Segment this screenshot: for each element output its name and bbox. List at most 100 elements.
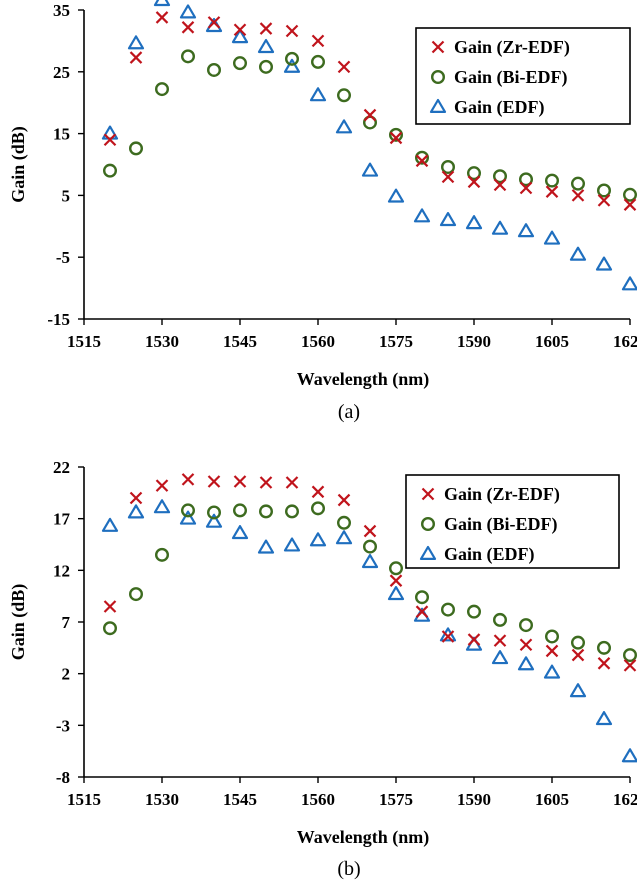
x-tick-label: 1620 [613,332,637,351]
data-point [127,504,145,519]
data-point [363,108,377,122]
data-point [415,154,429,168]
data-point [285,504,300,519]
series-triangle [101,499,637,763]
data-point [569,683,587,698]
data-point [337,515,352,530]
y-tick-label: 25 [53,63,70,82]
data-point [283,537,301,552]
data-point [545,173,560,188]
data-point [519,638,533,652]
data-point [181,21,195,34]
data-point [283,58,301,73]
data-point [231,525,249,540]
data-point [102,621,117,636]
data-point [569,246,587,261]
data-point [363,539,378,554]
legend-marker [431,40,445,54]
x-tick-label: 1605 [535,790,569,809]
data-point [389,574,403,587]
y-tick-label: 2 [62,665,71,684]
data-point [623,187,637,202]
data-point [309,532,327,547]
data-point [413,208,431,223]
data-point [597,657,611,670]
data-point [387,188,405,203]
data-point [543,664,561,679]
data-point [257,539,275,554]
data-point [337,493,351,507]
series-x [103,473,637,672]
data-point [467,633,481,646]
data-point [519,618,534,633]
data-point [155,11,169,24]
data-point [387,585,405,601]
x-tick-label: 1545 [223,790,257,809]
x-tick-label: 1605 [535,332,569,351]
data-point [129,491,143,505]
data-point [467,604,482,619]
series-circle [102,501,637,663]
data-point [363,524,377,538]
y-tick-label: 15 [53,125,70,144]
data-point [493,178,507,192]
y-axis-label: Gain (dB) [8,126,29,203]
data-point [389,131,403,145]
data-point [259,476,273,489]
data-point [311,501,326,516]
data-point [311,485,325,499]
data-point [154,82,169,97]
x-axis-label: Wavelength (nm) [297,827,430,848]
data-point [309,87,327,102]
data-point [519,181,533,195]
data-point [571,635,586,650]
data-point [335,530,353,545]
data-point [259,59,274,74]
data-point [180,503,195,518]
data-point [179,510,197,525]
data-point [128,587,143,602]
data-point [545,644,559,658]
x-tick-label: 1620 [613,790,637,809]
data-point [233,23,247,37]
data-point [363,115,378,130]
data-point [545,629,560,644]
legend-entry: Gain (Bi-EDF) [454,67,568,88]
data-point [441,630,455,643]
y-tick-label: -8 [56,768,70,787]
data-point [285,24,299,38]
y-tick-label: -3 [56,716,70,735]
data-point [153,499,171,514]
y-tick-label: 5 [62,186,71,205]
data-point [361,162,379,177]
data-point [128,141,143,156]
data-point [439,212,457,227]
data-point [337,60,351,74]
panel-a-caption: (a) [338,401,360,423]
legend-entry: Gain (EDF) [454,97,545,118]
legend-marker [429,98,447,114]
data-point [206,62,221,77]
y-tick-label: -5 [56,248,70,267]
x-tick-label: 1575 [379,332,413,351]
data-point [129,51,143,64]
data-point [491,220,509,235]
data-point [361,553,379,569]
data-point [179,4,197,19]
data-point [205,513,223,528]
data-point [621,748,637,763]
data-point [335,119,353,134]
legend: Gain (Zr-EDF) Gain (Bi-EDF) Gain (EDF) [405,474,620,569]
data-point [441,159,456,174]
data-point [597,640,612,655]
data-point [257,38,275,54]
data-point [467,166,482,181]
x-tick-label: 1515 [67,790,101,809]
data-point [311,54,326,69]
data-point [595,256,613,271]
data-point [623,659,637,672]
legend-entry: Gain (EDF) [444,544,535,565]
data-point [597,183,612,198]
data-point [389,561,404,576]
y-tick-label: 22 [53,458,70,477]
